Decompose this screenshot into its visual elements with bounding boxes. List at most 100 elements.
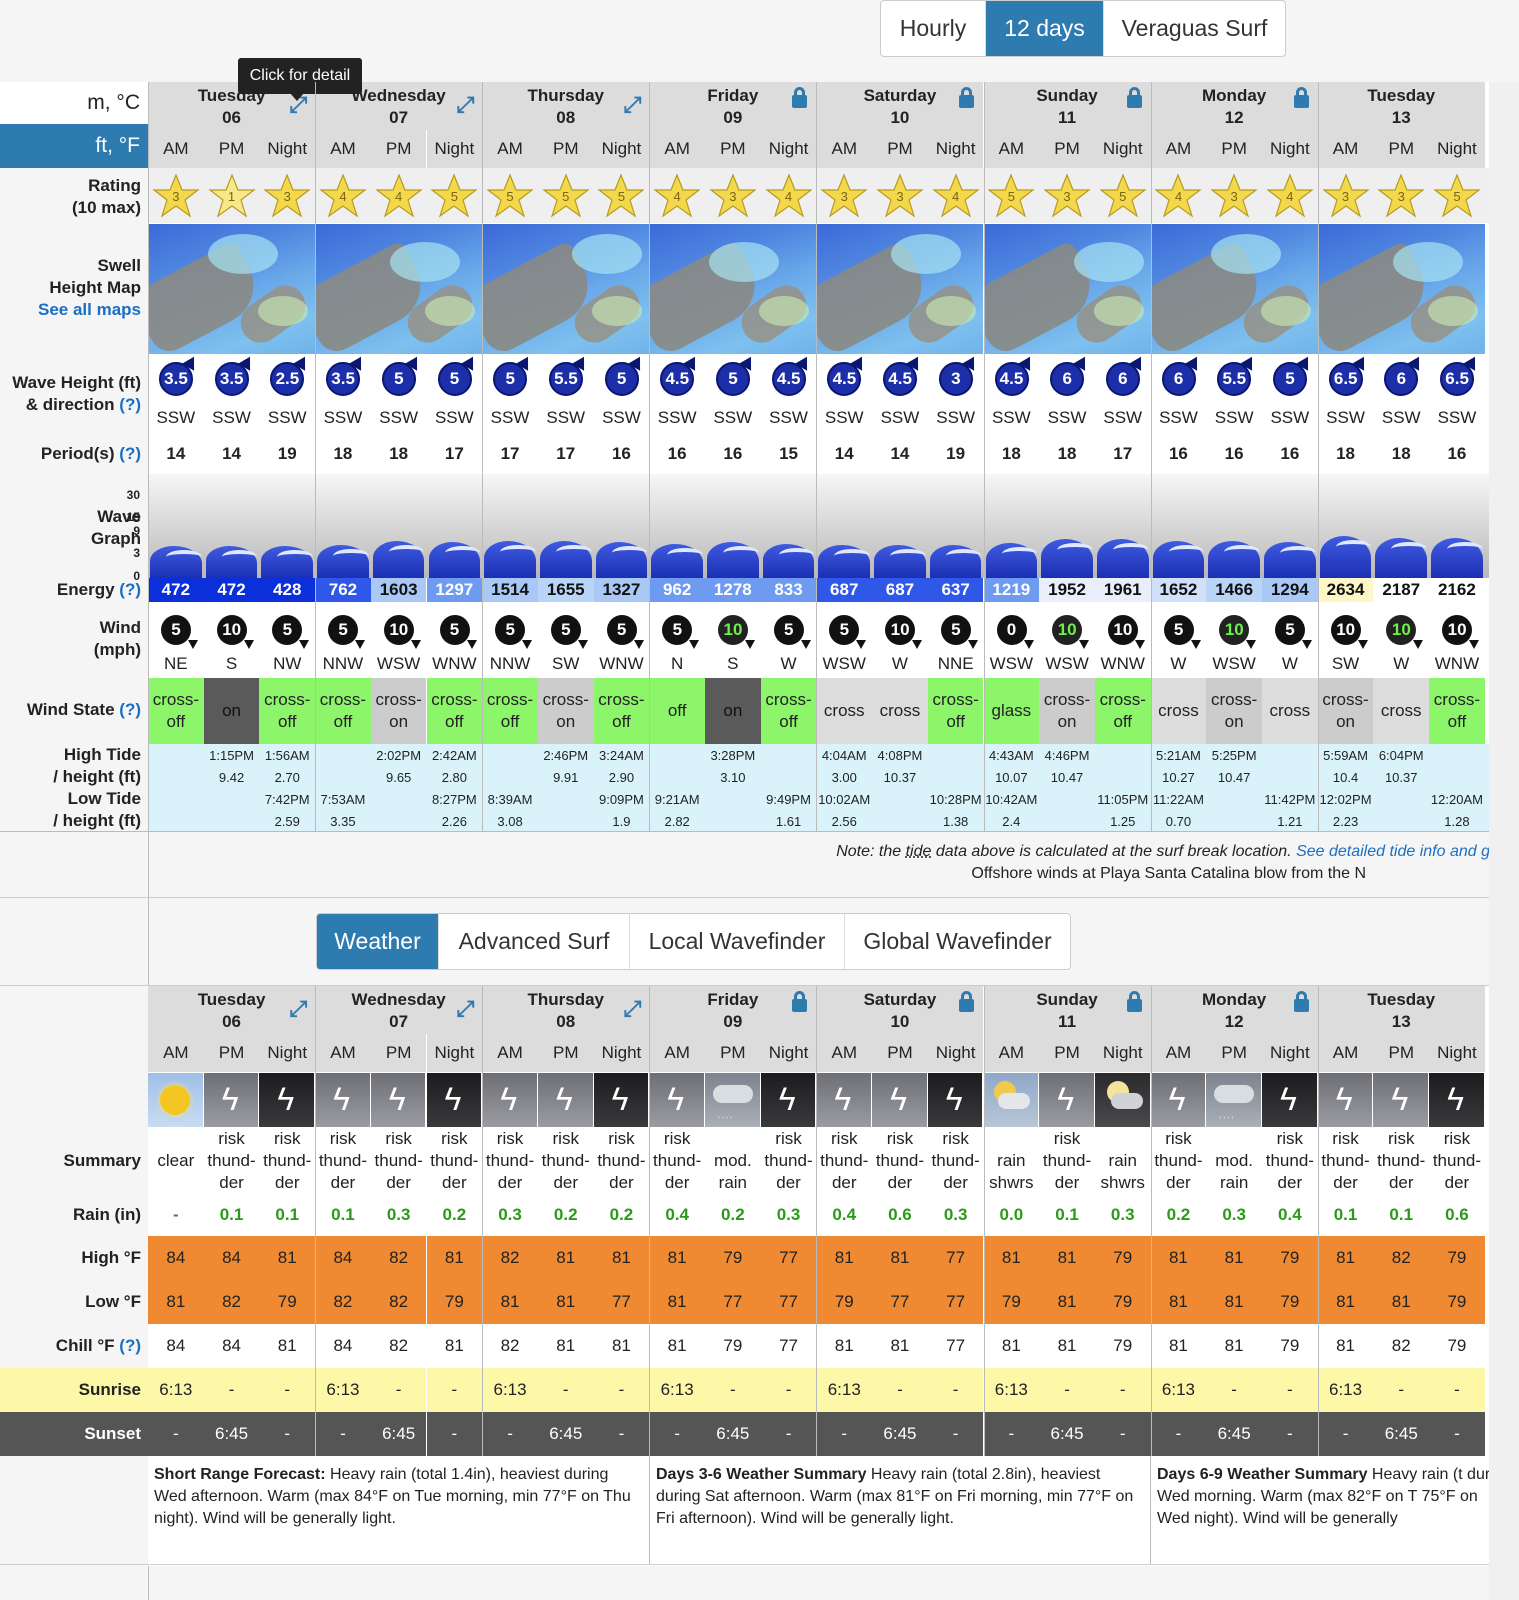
wave-height-value: 5 bbox=[449, 369, 460, 388]
expand-icon[interactable]: ⤢ bbox=[623, 92, 642, 117]
wave-height-badge: 2.5 bbox=[270, 362, 305, 396]
tide-info-link[interactable]: See detailed tide info and g bbox=[1296, 843, 1490, 860]
low-temp: 81 bbox=[482, 1280, 538, 1324]
weather-icon: ϟ bbox=[760, 1073, 816, 1127]
tab-12-days[interactable]: 12 days bbox=[985, 1, 1103, 56]
lock-icon[interactable] bbox=[959, 999, 975, 1012]
wind-state-visible: cross-off bbox=[319, 690, 367, 731]
summary-line: thund- bbox=[1265, 1151, 1314, 1170]
wave-crest bbox=[1447, 542, 1483, 556]
rain-label: Rain (in) bbox=[0, 1194, 148, 1236]
tide-label-line: Low Tide bbox=[68, 788, 141, 810]
wind-direction: NE bbox=[164, 654, 188, 673]
summary-label: Summary bbox=[0, 1128, 148, 1194]
tide-value: 9.42 bbox=[218, 769, 245, 785]
tab-global-wavefinder[interactable]: Global Wavefinder bbox=[844, 914, 1070, 969]
forecast-text: Heavy rain (total 2.8in), heaviest durin… bbox=[656, 1466, 1134, 1527]
tide-value: 9:09PM bbox=[599, 791, 644, 807]
help-link[interactable]: (?) bbox=[119, 700, 141, 719]
lightning-icon: ϟ bbox=[1168, 1081, 1186, 1117]
rain-value: 0.2 bbox=[553, 1205, 578, 1224]
tide-value: 5:59AM bbox=[1323, 747, 1368, 763]
swell-map-image[interactable] bbox=[1317, 224, 1485, 354]
high-temp: 82 bbox=[370, 1236, 427, 1280]
wave-height-badge: 5 bbox=[1273, 362, 1307, 396]
wind-speed-value: 5 bbox=[561, 620, 571, 639]
tide-value: 9.65 bbox=[385, 769, 412, 785]
energy-value: 1219 bbox=[983, 578, 1040, 602]
sunrise-time: - bbox=[259, 1368, 316, 1412]
units-metric[interactable]: m, °C bbox=[0, 82, 148, 124]
lock-icon[interactable] bbox=[1126, 95, 1142, 108]
help-link[interactable]: (?) bbox=[119, 444, 141, 463]
weather-icon: ϟ bbox=[1262, 1073, 1317, 1127]
day-name: Tuesday bbox=[197, 990, 266, 1009]
lock-icon[interactable] bbox=[1126, 999, 1142, 1012]
swell-map-image[interactable] bbox=[649, 224, 817, 354]
rating-value: 3 bbox=[1230, 189, 1238, 204]
weather-segment-label: AM bbox=[816, 1034, 873, 1072]
swell-map-image[interactable] bbox=[315, 224, 483, 354]
swell-map-image[interactable] bbox=[983, 224, 1151, 354]
tide-value: 10:42AM bbox=[985, 791, 1038, 807]
help-link[interactable]: (?) bbox=[119, 395, 141, 414]
wind-speed-value: 10 bbox=[222, 620, 242, 639]
wind-speed-value: 5 bbox=[616, 620, 627, 639]
expand-icon[interactable]: ⤢ bbox=[289, 996, 308, 1021]
tide-value: 5:21AM bbox=[1156, 747, 1201, 763]
expand-icon[interactable]: ⤢ bbox=[623, 996, 642, 1021]
sunrise-time: 6:13 bbox=[315, 1368, 371, 1412]
lock-icon[interactable] bbox=[792, 95, 808, 108]
tide-value: 10.37 bbox=[1384, 769, 1418, 785]
expand-icon[interactable]: ⤢ bbox=[456, 92, 475, 117]
summary-text: risk thund-der bbox=[872, 1128, 928, 1194]
tab-veraguas-surf[interactable]: Veraguas Surf bbox=[1103, 1, 1285, 56]
chill-temp: 79 bbox=[723, 1336, 743, 1355]
tab-weather[interactable]: Weather bbox=[317, 914, 438, 969]
see-all-maps-link[interactable]: See all maps bbox=[37, 300, 141, 319]
wave-crest bbox=[388, 544, 425, 559]
wave-direction: SSW bbox=[824, 408, 864, 427]
wave-direction: SSW bbox=[546, 408, 586, 427]
surf-segment-label: Night bbox=[426, 130, 483, 168]
rain-value: 0.6 bbox=[888, 1205, 912, 1224]
summary-line: thund- bbox=[1432, 1151, 1482, 1170]
rating-star: 5 bbox=[482, 172, 538, 220]
swell-map-image[interactable] bbox=[148, 224, 316, 354]
tide-value: 1.61 bbox=[775, 813, 802, 829]
lock-icon[interactable] bbox=[792, 999, 808, 1012]
tab-advanced-surf[interactable]: Advanced Surf bbox=[438, 914, 629, 969]
lightning-icon: ϟ bbox=[1447, 1081, 1465, 1117]
tide-value: 4:08PM bbox=[877, 747, 923, 763]
lock-icon[interactable] bbox=[959, 95, 975, 108]
period-value: 16 bbox=[649, 434, 705, 474]
weather-segment-label: AM bbox=[1150, 1034, 1207, 1072]
wave-crest bbox=[945, 549, 982, 563]
wind-state-cell: cross bbox=[1373, 678, 1430, 744]
wind-arrow-icon bbox=[243, 640, 254, 649]
wind-arrow-icon bbox=[299, 640, 310, 649]
swell-map-image[interactable] bbox=[816, 224, 984, 354]
swell-map-image[interactable] bbox=[1150, 224, 1318, 354]
help-link[interactable]: (?) bbox=[119, 580, 141, 599]
units-imperial[interactable]: ft, °F bbox=[0, 124, 148, 168]
day-date: 09 bbox=[723, 1012, 743, 1031]
tab-hourly[interactable]: Hourly bbox=[899, 15, 967, 41]
wave-direction: SSW bbox=[713, 408, 753, 427]
rain-value: 0.3 bbox=[1222, 1205, 1246, 1224]
day-name: Thursday bbox=[527, 990, 604, 1009]
wind-speed-badge: 5 bbox=[550, 615, 581, 645]
lock-icon[interactable] bbox=[1293, 95, 1309, 108]
lock-icon[interactable] bbox=[1293, 999, 1309, 1012]
tab-local-wavefinder[interactable]: Local Wavefinder bbox=[629, 914, 844, 969]
summary-line: clear bbox=[157, 1151, 195, 1170]
energy-value: 472 bbox=[148, 578, 204, 602]
swell-map-image[interactable] bbox=[482, 224, 650, 354]
expand-icon[interactable]: ⤢ bbox=[456, 996, 475, 1021]
help-link[interactable]: (?) bbox=[119, 1336, 141, 1355]
high-temp: 81 bbox=[983, 1236, 1040, 1280]
wind-speed-badge: 5 bbox=[161, 615, 191, 645]
wave-crest bbox=[500, 545, 536, 559]
